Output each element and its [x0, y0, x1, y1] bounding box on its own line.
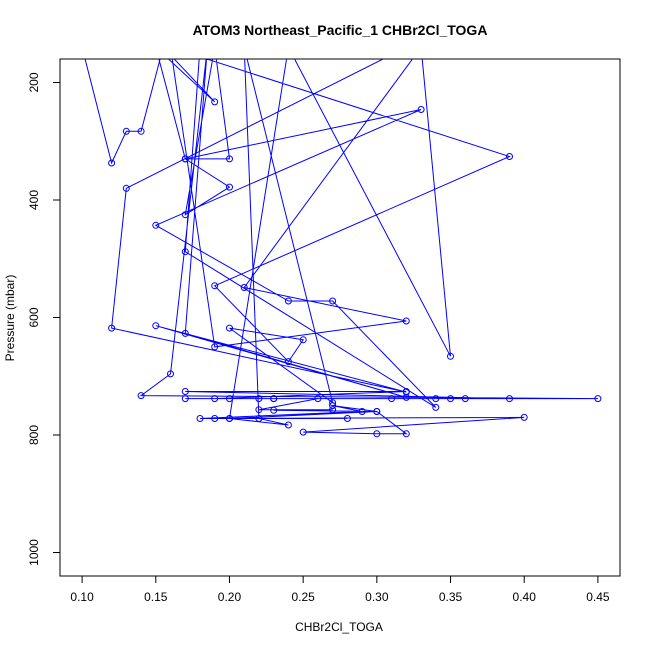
data-point: [108, 324, 116, 332]
x-tick-label: 0.35: [439, 590, 463, 604]
data-point: [226, 155, 233, 163]
data-point: [181, 248, 189, 256]
data-point: [358, 408, 366, 415]
data-point: [137, 127, 145, 135]
data-point: [255, 406, 263, 414]
data-point: [506, 395, 513, 403]
data-point: [181, 388, 189, 395]
data-point: [284, 358, 292, 366]
y-tick-label: 600: [27, 307, 41, 327]
data-point: [329, 297, 337, 305]
x-tick-label: 0.45: [586, 590, 610, 604]
data-point: [417, 106, 425, 113]
data-point: [270, 395, 278, 403]
x-tick-label: 0.40: [513, 590, 537, 604]
data-point: [402, 388, 410, 395]
data-point: [343, 415, 351, 422]
data-point: [255, 415, 263, 422]
data-point: [329, 399, 337, 407]
data-point: [108, 159, 116, 167]
x-tick-label: 0.15: [144, 590, 168, 604]
data-point: [594, 395, 602, 403]
data-point: [270, 406, 278, 414]
data-point: [314, 395, 322, 403]
data-point: [402, 430, 410, 438]
x-tick-label: 0.20: [218, 590, 242, 604]
data-point: [211, 395, 219, 403]
plot-area-frame: [59, 58, 621, 577]
chart-title: ATOM3 Northeast_Pacific_1 CHBr2Cl_TOGA: [193, 22, 488, 38]
data-point: [196, 415, 204, 422]
data-point: [402, 317, 410, 325]
data-point: [152, 322, 160, 330]
y-axis: 200 400 600 800 1000: [27, 72, 61, 566]
data-point: [388, 395, 396, 403]
data-point: [329, 406, 337, 414]
data-point: [226, 183, 233, 191]
x-axis-label: CHBr2Cl_TOGA: [295, 620, 383, 634]
data-point: [240, 284, 248, 291]
data-point: [226, 395, 233, 403]
data-point: [137, 392, 145, 400]
data-point: [255, 395, 263, 403]
data-point: [447, 352, 454, 360]
series-markers: [108, 98, 602, 438]
series-line: [84, 59, 598, 435]
data-point: [181, 211, 189, 219]
data-point: [520, 413, 528, 421]
data-point: [226, 415, 233, 422]
data-point: [122, 127, 130, 135]
data-point: [122, 184, 130, 192]
data-point: [373, 408, 381, 415]
y-tick-label: 400: [27, 190, 41, 210]
data-point: [506, 153, 513, 160]
x-tick-label: 0.10: [70, 590, 94, 604]
data-point: [299, 336, 307, 344]
data-point: [211, 415, 219, 422]
y-tick-label: 200: [27, 72, 41, 92]
data-point: [432, 395, 440, 403]
data-point: [373, 430, 381, 438]
y-axis-label: Pressure (mbar): [3, 275, 17, 362]
data-point: [211, 343, 219, 351]
y-tick-label: 800: [27, 425, 41, 445]
data-point: [211, 282, 219, 290]
y-tick-label: 1000: [27, 539, 41, 566]
data-point: [447, 395, 454, 403]
data-point: [329, 402, 337, 410]
data-point: [181, 329, 189, 337]
data-point: [167, 370, 174, 378]
data-point: [226, 324, 233, 332]
data-point: [284, 297, 292, 305]
data-point: [299, 428, 307, 436]
data-point: [152, 221, 160, 229]
data-point: [181, 155, 189, 163]
data-point: [461, 395, 469, 403]
x-tick-label: 0.30: [365, 590, 389, 604]
data-point: [211, 98, 219, 106]
x-axis: 0.10 0.15 0.20 0.25 0.30 0.35 0.40 0.45: [70, 575, 610, 604]
data-point: [432, 403, 440, 411]
series-lines: [84, 59, 598, 435]
x-tick-label: 0.25: [291, 590, 315, 604]
data-point: [284, 421, 292, 429]
data-point: [181, 395, 189, 403]
